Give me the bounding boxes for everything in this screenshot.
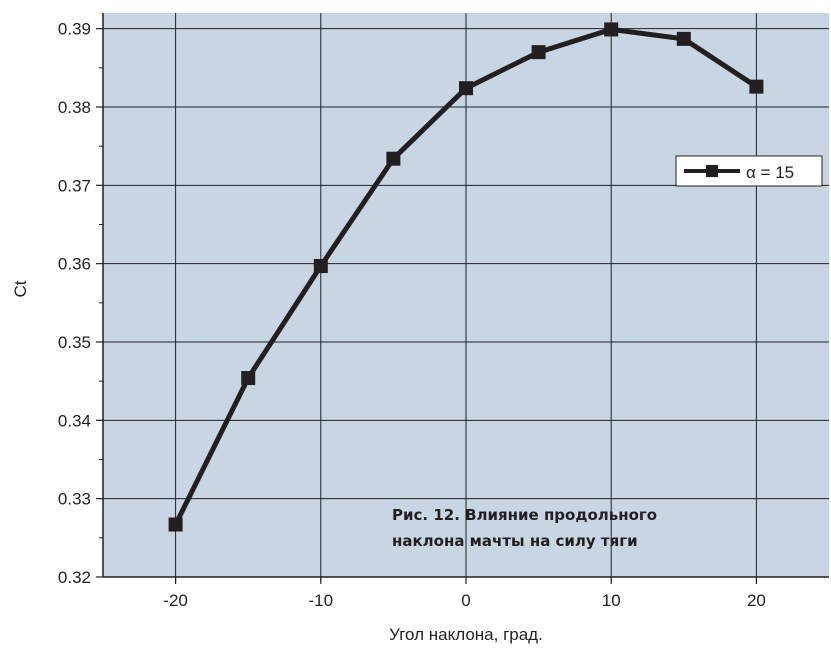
legend-marker-square (706, 165, 718, 177)
y-tick-label: 0.36 (58, 255, 91, 274)
legend-label: α = 15 (746, 163, 794, 182)
series-layer (168, 22, 764, 532)
x-tick-label: 10 (602, 591, 621, 610)
data-point-marker (676, 31, 691, 46)
data-point-marker (531, 45, 546, 60)
figure-caption-line-1: Рис. 12. Влияние продольного (392, 506, 657, 524)
x-tick-label: 0 (461, 591, 470, 610)
data-point-marker (749, 79, 764, 94)
data-point-marker (241, 371, 256, 386)
data-point-marker (168, 517, 183, 532)
tick-labels: -20 -10 0 10 20 0.32 0.33 0.34 0.35 0.36 0.37 0.38 0… (58, 20, 766, 610)
data-point-marker (459, 81, 473, 96)
data-point-marker (313, 259, 328, 274)
legend: α = 15 (675, 155, 823, 187)
axes (96, 13, 829, 584)
y-tick-label: 0.33 (58, 490, 91, 509)
x-axis-title: Угол наклона, град. (389, 625, 543, 644)
y-tick-label: 0.39 (58, 20, 91, 39)
figure-caption-line-2: наклона мачты на силу тяги (392, 532, 638, 550)
x-tick-label: 20 (747, 591, 766, 610)
y-tick-label: 0.34 (58, 411, 91, 430)
data-point-marker (386, 151, 401, 166)
y-tick-label: 0.38 (58, 98, 91, 117)
y-tick-label: 0.32 (58, 568, 91, 587)
y-axis-title: Ct (11, 280, 30, 297)
y-tick-label: 0.35 (58, 333, 91, 352)
y-tick-label: 0.37 (58, 176, 91, 195)
data-point-marker (604, 22, 619, 37)
x-tick-label: -20 (163, 591, 188, 610)
x-tick-label: -10 (309, 591, 334, 610)
